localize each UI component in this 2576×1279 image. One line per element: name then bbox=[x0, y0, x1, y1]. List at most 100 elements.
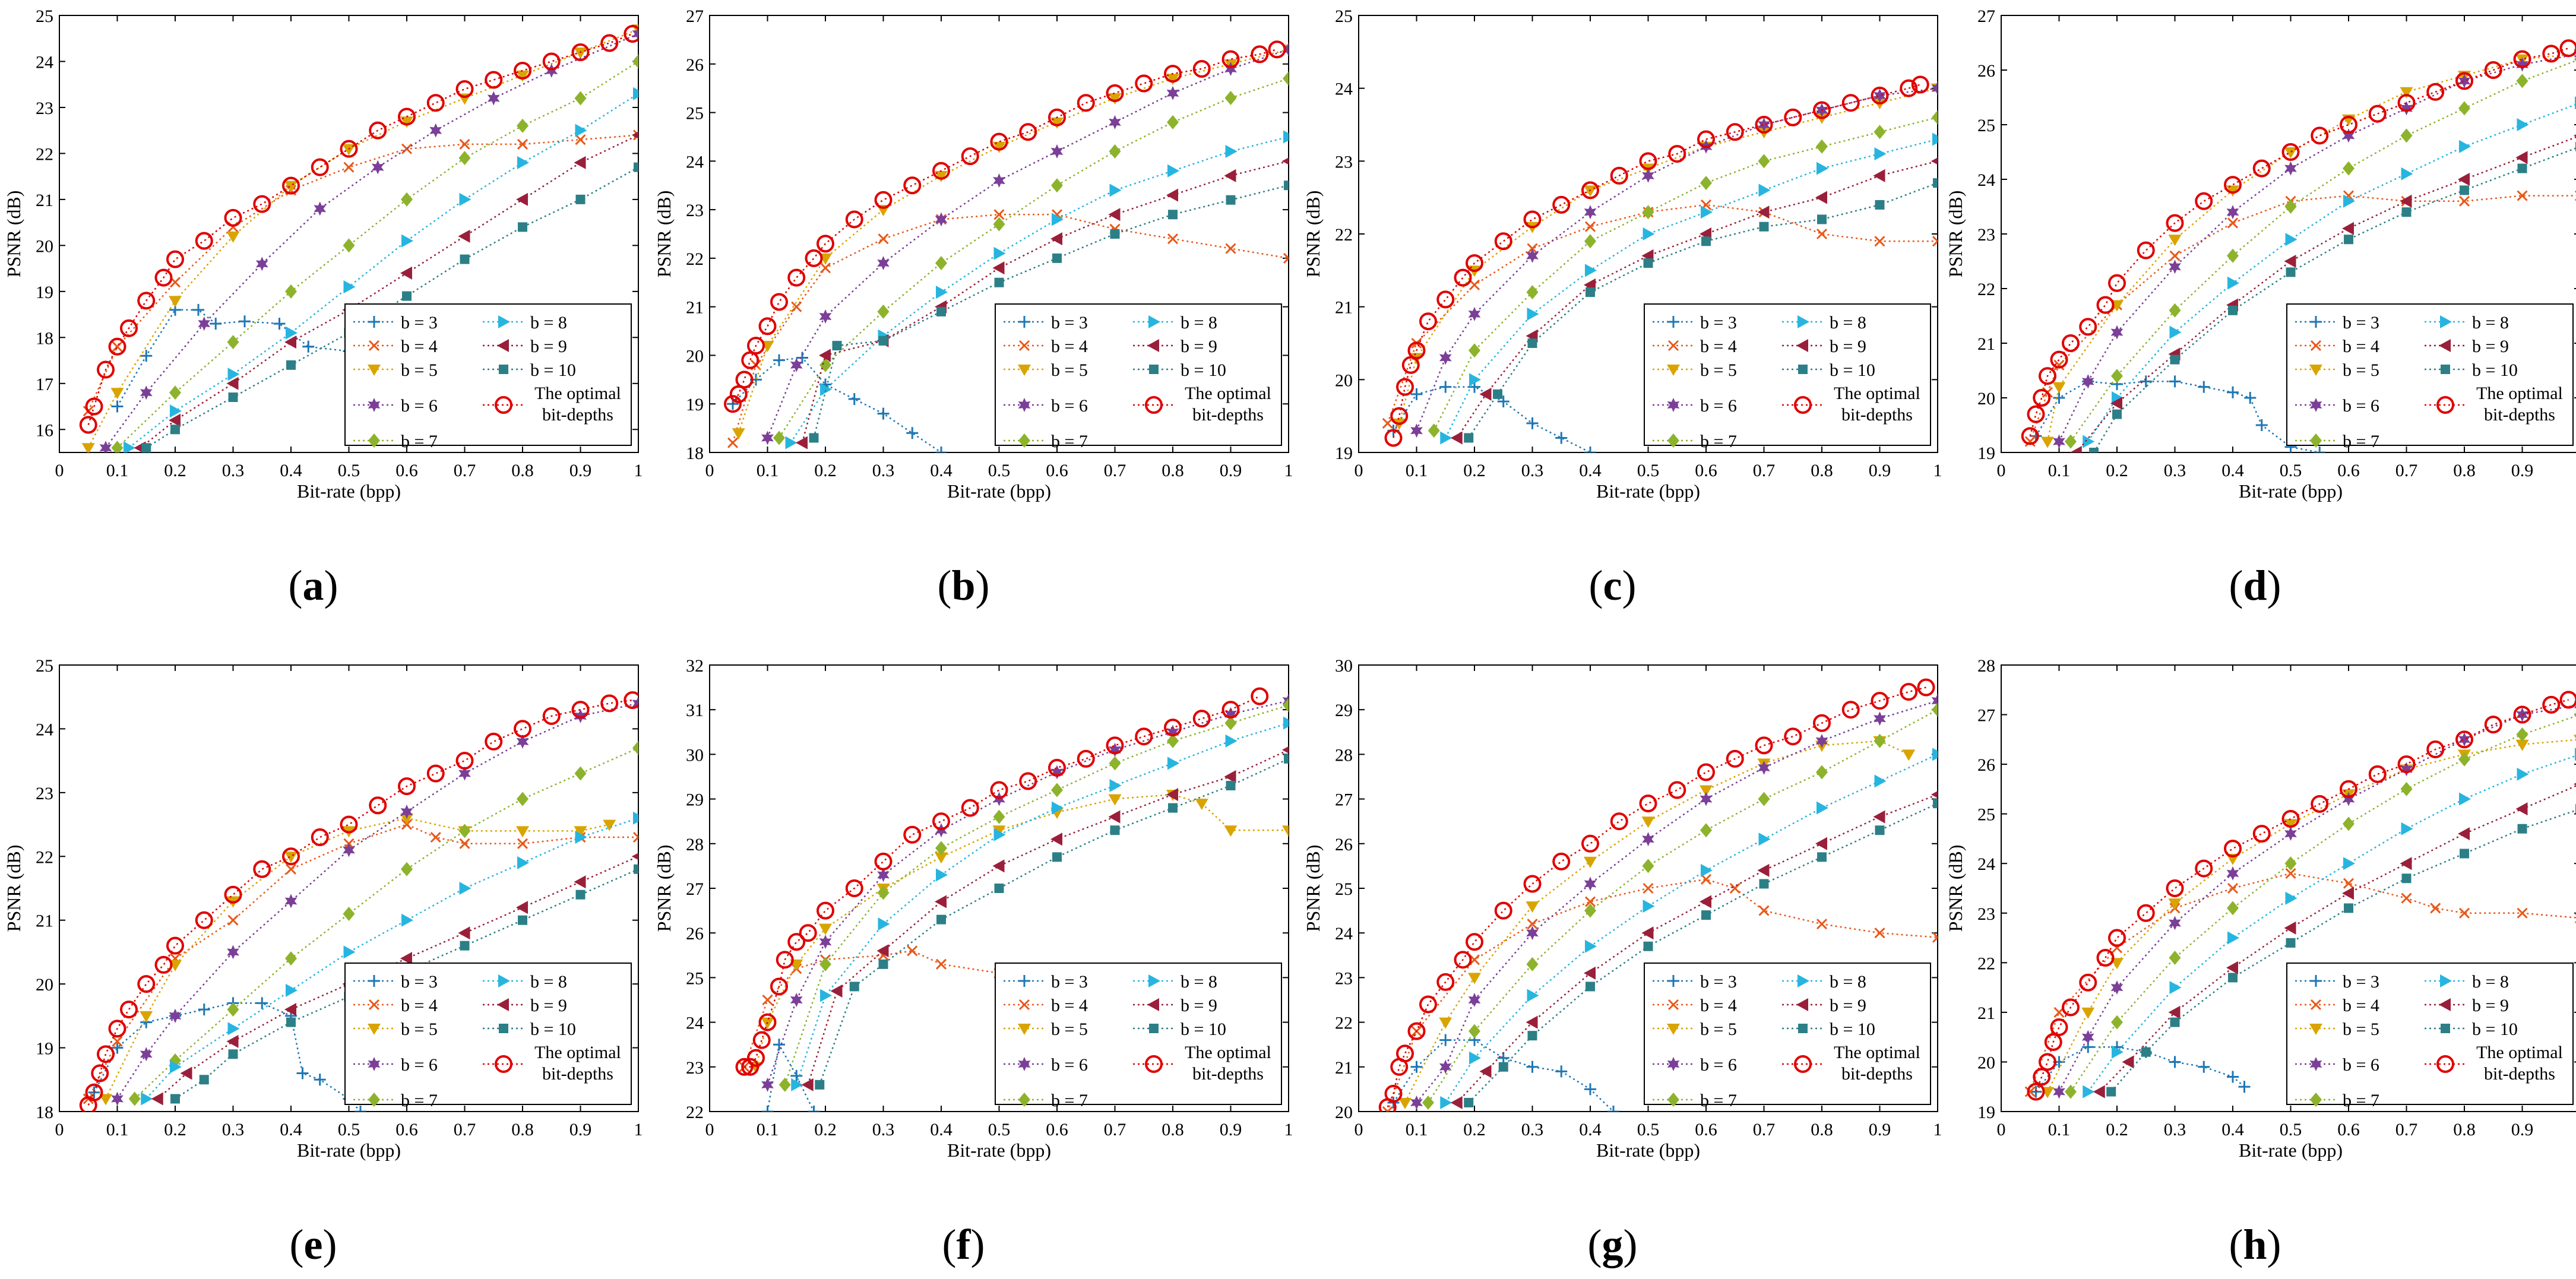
data-point-opt bbox=[747, 1049, 765, 1067]
data-point-opt bbox=[874, 191, 893, 209]
data-point-b7 bbox=[1758, 154, 1770, 169]
data-point-b7 bbox=[574, 91, 587, 106]
chart-panel-d: 00.10.20.30.40.50.60.70.80.9119202122232… bbox=[1945, 7, 2576, 609]
data-point-b3 bbox=[2030, 1085, 2042, 1098]
data-point-b4 bbox=[1527, 919, 1538, 930]
legend-marker-b4 bbox=[1667, 340, 1679, 352]
data-point-opt bbox=[2397, 94, 2416, 112]
y-tick-label: 28 bbox=[1977, 656, 1995, 676]
data-point-b10 bbox=[1643, 258, 1653, 268]
series-line-b5 bbox=[2046, 53, 2576, 442]
data-point-b10 bbox=[2106, 1087, 2116, 1097]
y-tick-label: 19 bbox=[36, 1039, 53, 1059]
x-tick-label: 0.7 bbox=[454, 461, 476, 480]
data-point-opt bbox=[108, 337, 126, 356]
data-point-opt bbox=[1581, 834, 1599, 853]
y-tick-label: 25 bbox=[36, 656, 53, 676]
legend-label: b = 9 bbox=[1181, 337, 1217, 356]
x-tick-label: 1 bbox=[1933, 461, 1942, 480]
data-point-b10 bbox=[1759, 221, 1769, 232]
data-point-opt bbox=[1251, 45, 1269, 64]
data-point-b5 bbox=[226, 231, 240, 243]
legend-label-optimal: The optimal bbox=[2476, 384, 2563, 403]
data-point-opt bbox=[752, 1031, 771, 1049]
data-point-b5 bbox=[99, 1094, 112, 1106]
data-point-b10 bbox=[2228, 973, 2238, 983]
series-line-b9 bbox=[140, 134, 638, 449]
data-point-b10 bbox=[1464, 1097, 1474, 1107]
data-point-b8 bbox=[791, 1078, 803, 1091]
x-tick-label: 0.8 bbox=[2453, 461, 2476, 480]
data-point-opt bbox=[571, 701, 590, 719]
data-point-b10 bbox=[1586, 982, 1595, 992]
data-point-opt bbox=[1784, 727, 1802, 746]
data-point-b5 bbox=[400, 116, 413, 128]
data-point-opt bbox=[1221, 701, 1240, 719]
data-point-b8 bbox=[575, 831, 587, 844]
data-point-opt bbox=[2224, 176, 2242, 194]
legend-label: b = 10 bbox=[1830, 360, 1875, 380]
legend-marker-b3 bbox=[1018, 316, 1030, 328]
data-point-opt bbox=[542, 707, 561, 725]
chart-panel-h: 00.10.20.30.40.50.60.70.80.9119202122232… bbox=[1945, 656, 2576, 1268]
data-point-opt bbox=[1755, 736, 1773, 755]
data-point-b4 bbox=[575, 134, 586, 145]
data-point-b7 bbox=[2458, 752, 2470, 767]
data-point-opt bbox=[166, 936, 184, 955]
data-point-b10 bbox=[2089, 448, 2099, 452]
data-point-b6 bbox=[761, 1077, 774, 1092]
x-tick-label: 0.8 bbox=[1811, 1120, 1833, 1139]
data-point-opt bbox=[2542, 695, 2561, 714]
legend-marker-b3 bbox=[1667, 975, 1679, 987]
data-point-opt bbox=[787, 268, 806, 287]
data-point-opt bbox=[903, 176, 922, 195]
legend-marker-b6 bbox=[2309, 398, 2322, 412]
x-axis-label: Bit-rate (bpp) bbox=[947, 1139, 1051, 1161]
data-point-opt bbox=[154, 268, 173, 287]
legend-label: b = 8 bbox=[1181, 972, 1217, 992]
data-point-opt bbox=[2096, 296, 2115, 314]
data-point-b3 bbox=[2053, 392, 2065, 404]
y-tick-label: 29 bbox=[1335, 701, 1353, 720]
data-point-opt bbox=[903, 825, 922, 844]
data-point-b9 bbox=[400, 266, 412, 280]
legend-label: b = 6 bbox=[1700, 1055, 1737, 1075]
data-point-b4 bbox=[430, 831, 441, 843]
data-point-opt bbox=[2542, 45, 2561, 63]
data-point-b8 bbox=[141, 1092, 153, 1106]
data-point-opt bbox=[1048, 108, 1066, 126]
x-tick-label: 0.6 bbox=[1695, 461, 1717, 480]
data-point-opt bbox=[1407, 1022, 1426, 1040]
series-line-b3 bbox=[93, 1002, 361, 1112]
legend-label: b = 5 bbox=[401, 360, 438, 380]
data-point-opt bbox=[282, 847, 300, 866]
legend-label: b = 9 bbox=[1181, 996, 1217, 1015]
data-point-opt bbox=[2033, 389, 2051, 407]
data-point-b4 bbox=[878, 233, 889, 245]
data-point-b6 bbox=[1874, 711, 1886, 726]
data-point-b6 bbox=[819, 935, 832, 949]
data-point-b9 bbox=[1526, 1015, 1538, 1029]
legend-marker-b5 bbox=[2309, 365, 2322, 376]
data-point-b5 bbox=[935, 852, 948, 864]
data-point-opt bbox=[1552, 195, 1571, 214]
legend-marker-b4 bbox=[2310, 999, 2322, 1011]
data-point-b8 bbox=[2401, 822, 2413, 835]
data-point-b5 bbox=[1108, 93, 1122, 105]
x-tick-label: 0.7 bbox=[2395, 1120, 2418, 1139]
x-tick-label: 0.7 bbox=[1104, 461, 1126, 480]
data-point-b10 bbox=[1168, 803, 1178, 813]
data-point-b10 bbox=[2112, 409, 2122, 419]
legend-marker-b8 bbox=[1797, 315, 1809, 328]
data-point-b10 bbox=[832, 341, 842, 351]
data-point-opt bbox=[2079, 973, 2097, 992]
data-point-b8 bbox=[2343, 194, 2355, 208]
data-point-opt bbox=[311, 158, 329, 176]
data-point-b4 bbox=[727, 437, 739, 448]
data-point-b7 bbox=[1224, 91, 1237, 106]
data-point-opt bbox=[1610, 166, 1628, 185]
data-point-b4 bbox=[227, 914, 239, 926]
data-point-opt bbox=[1384, 1084, 1403, 1103]
data-point-b6 bbox=[1166, 724, 1179, 739]
data-point-b9 bbox=[1584, 966, 1596, 980]
